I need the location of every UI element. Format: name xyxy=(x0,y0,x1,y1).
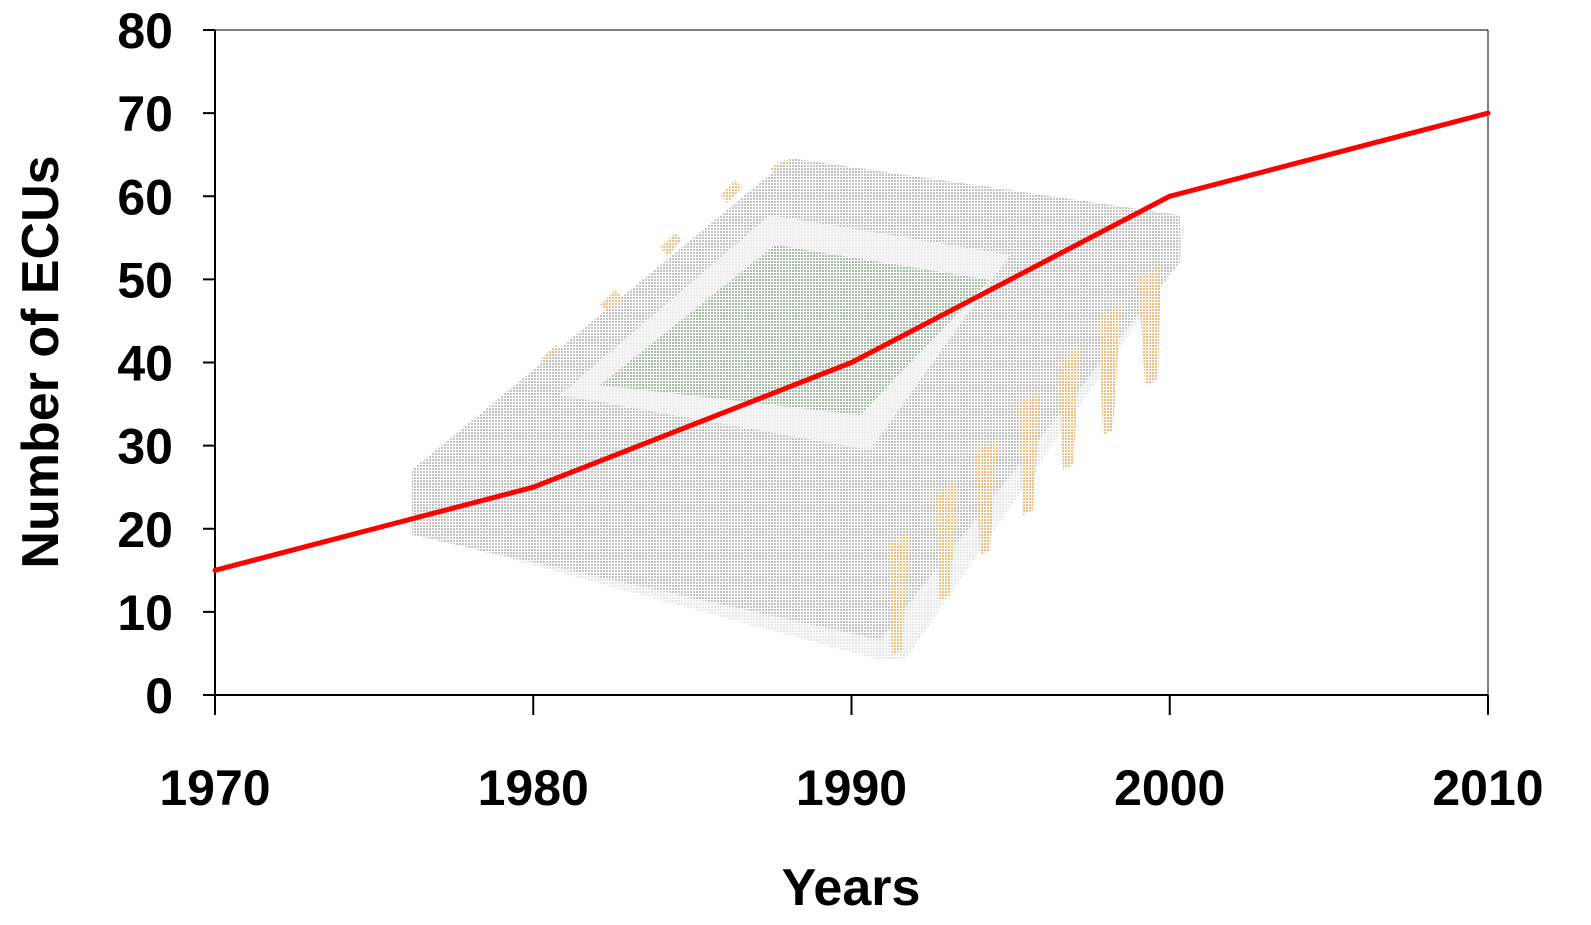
x-tick-label: 1980 xyxy=(478,760,589,816)
x-tick-label: 1970 xyxy=(159,760,270,816)
microchip-illustration xyxy=(412,158,1185,660)
data-point xyxy=(1485,110,1491,116)
y-tick-label: 80 xyxy=(117,3,173,59)
data-point xyxy=(849,360,854,365)
y-tick-label: 50 xyxy=(117,252,173,308)
data-point xyxy=(530,484,536,490)
x-axis-title: Years xyxy=(782,859,921,917)
y-tick-label: 40 xyxy=(117,336,173,392)
y-tick-label: 20 xyxy=(117,502,173,558)
data-point xyxy=(212,567,218,573)
chip-pins-front xyxy=(888,265,1161,655)
data-point xyxy=(1167,193,1173,199)
x-tick-label: 2000 xyxy=(1114,760,1225,816)
y-axis-ticks: 0 10 20 30 40 50 60 70 80 xyxy=(117,3,215,724)
y-axis-title: Number of ECUs xyxy=(12,155,70,568)
series-layer xyxy=(212,110,1491,573)
y-tick-label: 60 xyxy=(117,169,173,225)
y-tick-label: 0 xyxy=(145,668,173,724)
chip-die xyxy=(600,245,990,415)
x-tick-label: 2010 xyxy=(1432,760,1543,816)
y-tick-label: 30 xyxy=(117,419,173,475)
y-tick-label: 70 xyxy=(117,86,173,142)
y-tick-label: 10 xyxy=(117,585,173,641)
x-tick-label: 1990 xyxy=(796,760,907,816)
chip-side xyxy=(412,215,1180,640)
x-axis-ticks: 1970 1980 1990 2000 2010 xyxy=(159,695,1544,816)
